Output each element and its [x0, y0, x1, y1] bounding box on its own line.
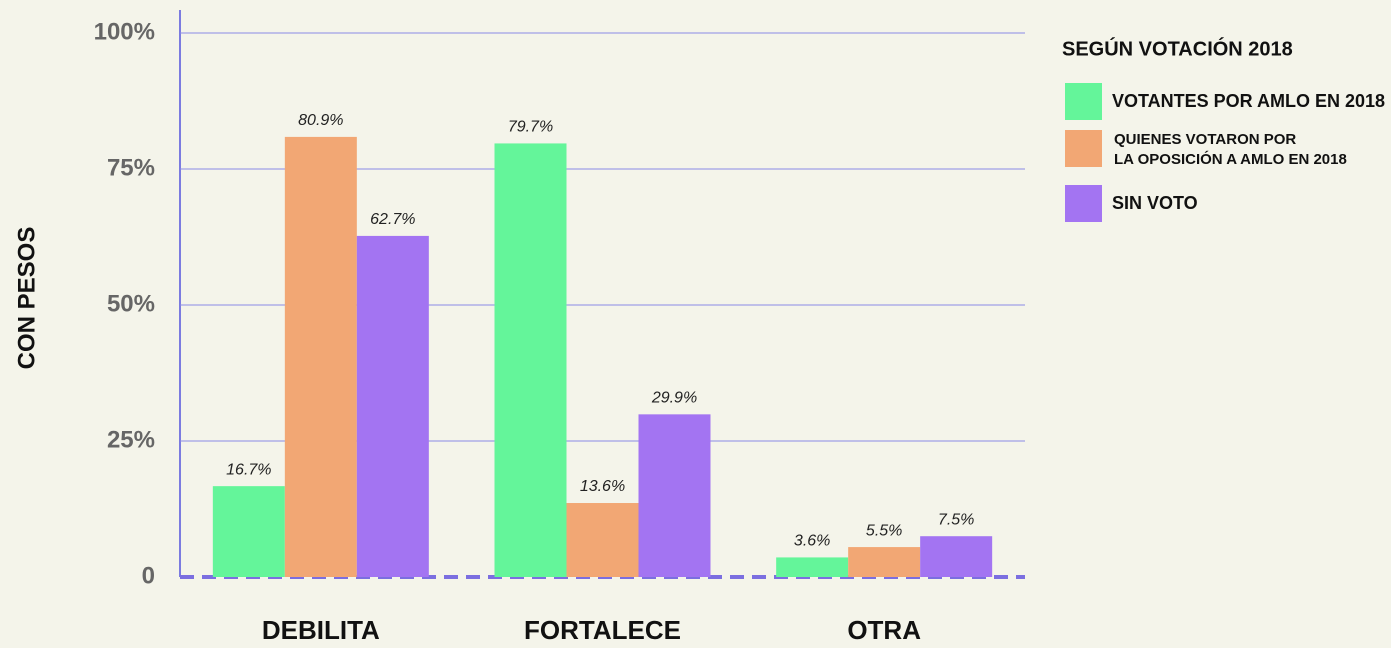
value-label: 16.7%: [226, 461, 271, 478]
y-tick-label: 75%: [107, 154, 155, 181]
value-label: 3.6%: [794, 533, 830, 550]
value-label: 5.5%: [866, 522, 902, 539]
value-label: 13.6%: [580, 478, 625, 495]
value-label: 80.9%: [298, 112, 343, 129]
y-tick-label: 100%: [94, 18, 155, 45]
legend-swatch: [1065, 130, 1102, 167]
bar: [356, 235, 429, 578]
y-tick-label: 25%: [107, 426, 155, 453]
legend-title: SEGÚN VOTACIÓN 2018: [1062, 36, 1293, 60]
y-axis-label: CON PESOS: [13, 227, 40, 370]
legend-label: VOTANTES POR AMLO EN 2018: [1112, 91, 1385, 111]
value-label: 62.7%: [370, 211, 415, 228]
legend-swatch: [1065, 83, 1102, 120]
bar: [638, 414, 711, 577]
bar: [848, 547, 921, 577]
bar: [284, 136, 357, 578]
value-label: 79.7%: [508, 119, 553, 136]
bar: [566, 503, 639, 577]
bar: [776, 557, 849, 577]
bar: [494, 143, 567, 577]
value-label: 7.5%: [938, 511, 974, 528]
y-tick-label: 50%: [107, 290, 155, 317]
value-label: 29.9%: [651, 390, 697, 407]
x-tick-label: DEBILITA: [262, 615, 380, 645]
x-tick-label: FORTALECE: [524, 615, 681, 645]
x-tick-label: OTRA: [847, 615, 921, 645]
y-tick-label: 0: [142, 562, 155, 589]
legend-label: QUIENES VOTARON POR LA OPOSICIÓN A AMLO E…: [1114, 131, 1347, 168]
legend-swatch: [1065, 185, 1102, 222]
bar: [212, 486, 285, 577]
legend-label: SIN VOTO: [1112, 193, 1198, 213]
bar: [920, 536, 993, 577]
